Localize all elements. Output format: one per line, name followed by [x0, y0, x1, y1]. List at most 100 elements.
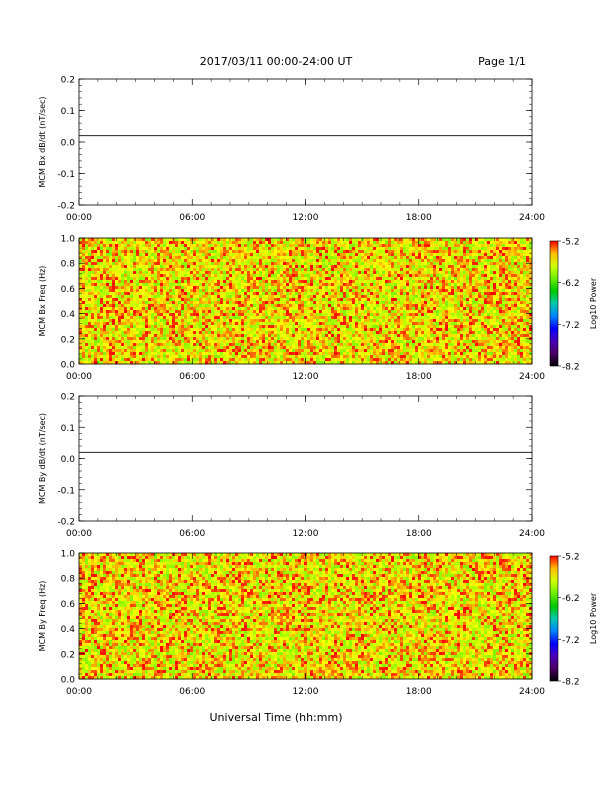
- spectrogram-cell: [364, 301, 368, 305]
- spectrogram-cell: [334, 304, 338, 308]
- spectrogram-cell: [346, 328, 350, 332]
- spectrogram-cell: [346, 292, 350, 296]
- spectrogram-cell: [181, 304, 185, 308]
- spectrogram-cell: [367, 250, 371, 254]
- spectrogram-cell: [268, 301, 272, 305]
- spectrogram-cell: [217, 349, 221, 353]
- spectrogram-cell: [103, 250, 107, 254]
- spectrogram-cell: [196, 346, 200, 350]
- spectrogram-cell: [208, 334, 212, 338]
- spectrogram-cell: [340, 259, 344, 263]
- spectrogram-cell: [214, 310, 218, 314]
- spectrogram-cell: [322, 253, 326, 257]
- spectrogram-cell: [370, 256, 374, 260]
- spectrogram-cell: [217, 343, 221, 347]
- spectrogram-cell: [235, 295, 239, 299]
- spectrogram-cell: [361, 250, 365, 254]
- spectrogram-cell: [400, 313, 404, 317]
- spectrogram-cell: [331, 334, 335, 338]
- spectrogram-cell: [193, 352, 197, 356]
- spectrogram-cell: [205, 253, 209, 257]
- spectrogram-cell: [82, 265, 86, 269]
- spectrogram-cell: [316, 313, 320, 317]
- spectrogram-cell: [358, 256, 362, 260]
- spectrogram-cell: [394, 343, 398, 347]
- spectrogram-cell: [406, 289, 410, 293]
- spectrogram-cell: [274, 346, 278, 350]
- spectrogram-cell: [418, 295, 422, 299]
- spectrogram-cell: [256, 322, 260, 326]
- spectrogram-cell: [388, 238, 392, 242]
- spectrogram-cell: [88, 253, 92, 257]
- spectrogram-cell: [226, 343, 230, 347]
- spectrogram-cell: [349, 271, 353, 275]
- spectrogram-cell: [328, 313, 332, 317]
- spectrogram-cell: [259, 277, 263, 281]
- spectrogram-cell: [307, 325, 311, 329]
- spectrogram-cell: [301, 286, 305, 290]
- spectrogram-cell: [253, 298, 257, 302]
- spectrogram-cell: [211, 268, 215, 272]
- spectrogram-cell: [259, 271, 263, 275]
- spectrogram-cell: [238, 304, 242, 308]
- spectrogram-cell: [238, 289, 242, 293]
- spectrogram-cell: [184, 271, 188, 275]
- spectrogram-cell: [100, 298, 104, 302]
- spectrogram-cell: [136, 262, 140, 266]
- spectrogram-cell: [271, 271, 275, 275]
- spectrogram-cell: [112, 292, 116, 296]
- spectrogram-cell: [88, 268, 92, 272]
- spectrogram-cell: [190, 289, 194, 293]
- spectrogram-cell: [142, 361, 146, 365]
- spectrogram-cell: [250, 247, 254, 251]
- spectrogram-cell: [88, 358, 92, 362]
- spectrogram-cell: [307, 298, 311, 302]
- spectrogram-cell: [166, 307, 170, 311]
- spectrogram-cell: [385, 295, 389, 299]
- spectrogram-cell: [220, 241, 224, 245]
- spectrogram-cell: [190, 352, 194, 356]
- spectrogram-cell: [367, 355, 371, 359]
- spectrogram-cell: [415, 244, 419, 248]
- spectrogram-cell: [220, 247, 224, 251]
- spectrogram-cell: [238, 268, 242, 272]
- spectrogram-cell: [82, 247, 86, 251]
- spectrogram-cell: [217, 265, 221, 269]
- spectrogram-cell: [193, 361, 197, 365]
- spectrogram-cell: [265, 319, 269, 323]
- spectrogram-cell: [181, 361, 185, 365]
- spectrogram-cell: [283, 319, 287, 323]
- spectrogram-cell: [358, 310, 362, 314]
- spectrogram-cell: [379, 334, 383, 338]
- spectrogram-cell: [340, 277, 344, 281]
- spectrogram-cell: [409, 355, 413, 359]
- spectrogram-cell: [325, 316, 329, 320]
- spectrogram-cell: [115, 253, 119, 257]
- spectrogram-cell: [139, 310, 143, 314]
- spectrogram-cell: [232, 286, 236, 290]
- spectrogram-cell: [364, 253, 368, 257]
- spectrogram-cell: [391, 265, 395, 269]
- spectrogram-cell: [103, 304, 107, 308]
- spectrogram-cell: [388, 310, 392, 314]
- spectrogram-cell: [388, 295, 392, 299]
- spectrogram-cell: [121, 262, 125, 266]
- spectrogram-cell: [307, 331, 311, 335]
- spectrogram-cell: [199, 337, 203, 341]
- spectrogram-cell: [316, 310, 320, 314]
- spectrogram-cell: [106, 346, 110, 350]
- spectrogram-cell: [361, 241, 365, 245]
- spectrogram-cell: [355, 256, 359, 260]
- spectrogram-cell: [256, 256, 260, 260]
- spectrogram-cell: [148, 292, 152, 296]
- spectrogram-cell: [130, 295, 134, 299]
- spectrogram-cell: [259, 241, 263, 245]
- spectrogram-cell: [376, 289, 380, 293]
- spectrogram-cell: [82, 322, 86, 326]
- spectrogram-cell: [331, 298, 335, 302]
- spectrogram-cell: [190, 343, 194, 347]
- spectrogram-cell: [412, 253, 416, 257]
- spectrogram-cell: [136, 265, 140, 269]
- spectrogram-cell: [154, 355, 158, 359]
- spectrogram-cell: [424, 241, 428, 245]
